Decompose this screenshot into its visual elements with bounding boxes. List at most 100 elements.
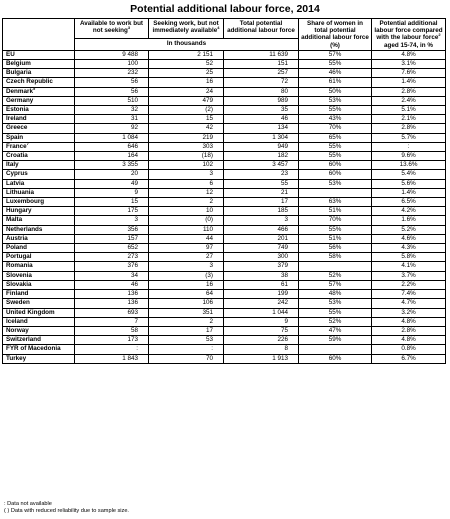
available-cell: 58 xyxy=(74,325,149,337)
total-cell: 226 xyxy=(223,335,299,346)
available-cell: 136 xyxy=(74,298,149,309)
country-cell: Sweden xyxy=(2,298,75,309)
potential-cell: 1.4% xyxy=(371,187,446,199)
share-women-cell: 60% xyxy=(298,353,372,364)
share-women-cell: 61% xyxy=(298,77,372,88)
available-cell: 136 xyxy=(74,289,149,300)
total-cell: 1 304 xyxy=(223,132,299,143)
seeking-cell: 17 xyxy=(148,325,224,337)
seeking-cell: 52 xyxy=(148,59,224,70)
header-total: Total potential additional labour force xyxy=(223,17,299,40)
available-cell: 1 084 xyxy=(74,132,149,143)
total-cell: 989 xyxy=(223,95,299,107)
share-women-cell xyxy=(298,187,372,199)
available-cell: 9 488 xyxy=(74,49,149,61)
table-row: France7 646 303 949 55%: xyxy=(2,141,446,153)
total-cell: 3 457 xyxy=(223,160,299,171)
potential-cell: 6.7% xyxy=(371,353,446,364)
available-cell: 49 xyxy=(74,178,149,189)
share-women-cell: 52% xyxy=(298,316,372,327)
table-row: Iceland 7 2 9 52% 4.8% xyxy=(2,316,446,327)
table-row: Sweden 136 106 242 53% 4.7% xyxy=(2,298,446,309)
table-row: Luxembourg 15 2 17 63% 6.5% xyxy=(2,197,446,208)
table-row: Bulgaria 232 25 257 46% 7.6% xyxy=(2,68,446,79)
seeking-cell: (0) xyxy=(148,215,224,226)
share-women-cell: 53% xyxy=(298,298,372,309)
total-cell: 151 xyxy=(223,59,299,70)
table-row: Hungary 175 10 185 51% 4.2% xyxy=(2,206,446,217)
country-cell: Turkey xyxy=(2,353,75,364)
total-cell: 46 xyxy=(223,114,299,125)
share-women-cell xyxy=(298,261,372,272)
table-row: Estonia 32 (2) 35 55% 5.1% xyxy=(2,105,446,116)
country-cell: United Kingdom xyxy=(2,307,75,318)
potential-cell: 1.4% xyxy=(371,77,446,88)
available-cell: 15 xyxy=(74,197,149,208)
seeking-cell: 44 xyxy=(148,233,224,245)
seeking-cell: 15 xyxy=(148,114,224,125)
share-women-cell: 65% xyxy=(298,132,372,143)
potential-cell: 2.8% xyxy=(371,123,446,134)
country-cell: Portugal xyxy=(2,252,75,263)
seeking-cell: 2 151 xyxy=(148,49,224,61)
available-cell: 175 xyxy=(74,206,149,217)
available-cell: 3 355 xyxy=(74,160,149,171)
available-cell: 232 xyxy=(74,68,149,79)
country-cell: Croatia xyxy=(2,151,75,162)
potential-cell: 3.7% xyxy=(371,270,446,281)
table-row: EU 9 488 2 151 11 639 57% 4.8% xyxy=(2,49,446,61)
total-cell: 21 xyxy=(223,187,299,199)
total-cell: 257 xyxy=(223,68,299,79)
seeking-cell: 479 xyxy=(148,95,224,107)
country-cell: Switzerland xyxy=(2,335,75,346)
header-country xyxy=(2,18,75,51)
share-women-cell: 58% xyxy=(298,252,372,263)
table-row: Cyprus 20 3 23 60% 5.4% xyxy=(2,169,446,180)
total-cell: 11 639 xyxy=(223,49,299,61)
seeking-cell: 97 xyxy=(148,243,224,254)
seeking-cell: 106 xyxy=(148,298,224,309)
potential-cell: 4.3% xyxy=(371,243,446,254)
country-cell: Estonia xyxy=(2,105,75,116)
table-row: Italy 3 355 102 3 457 60% 13.6% xyxy=(2,160,446,171)
seeking-cell: 12 xyxy=(148,187,224,199)
potential-cell: 4.1% xyxy=(371,261,446,272)
total-cell: 201 xyxy=(223,233,299,245)
total-cell: 3 xyxy=(223,215,299,226)
available-cell: 157 xyxy=(74,233,149,245)
table-row: Denmark5 56 24 80 50% 2.8% xyxy=(2,86,446,97)
share-women-cell: 60% xyxy=(298,160,372,171)
country-cell: Hungary xyxy=(2,206,75,217)
seeking-cell: 16 xyxy=(148,279,224,291)
table-body: EU 9 488 2 151 11 639 57% 4.8% Belgium 100 52 151… xyxy=(2,49,446,364)
total-cell: 949 xyxy=(223,141,299,153)
share-women-cell: 57% xyxy=(298,279,372,291)
total-cell: 749 xyxy=(223,243,299,254)
table-row: Ireland 31 15 46 43% 2.1% xyxy=(2,114,446,125)
country-cell: Bulgaria xyxy=(2,68,75,79)
share-women-cell: 55% xyxy=(298,105,372,116)
country-cell: Spain xyxy=(2,132,75,143)
share-women-cell: 57% xyxy=(298,49,372,61)
potential-cell: 2.8% xyxy=(371,325,446,337)
potential-cell: 5.7% xyxy=(371,132,446,143)
seeking-cell: 64 xyxy=(148,289,224,300)
share-women-cell: 55% xyxy=(298,307,372,318)
seeking-cell: (18) xyxy=(148,151,224,162)
available-cell: 510 xyxy=(74,95,149,107)
seeking-cell: (3) xyxy=(148,270,224,281)
available-cell: 100 xyxy=(74,59,149,70)
potential-cell: 9.6% xyxy=(371,151,446,162)
country-cell: Greece xyxy=(2,123,75,134)
potential-cell: 7.6% xyxy=(371,68,446,79)
seeking-cell: : xyxy=(148,344,224,355)
potential-cell: 4.8% xyxy=(371,49,446,61)
total-cell: 466 xyxy=(223,224,299,235)
header-potential: Potential additional labour force compar… xyxy=(371,18,446,51)
seeking-cell: 27 xyxy=(148,252,224,263)
header-available: Available to work but not seeking3 xyxy=(74,17,149,40)
seeking-cell: 219 xyxy=(148,132,224,143)
country-cell: Malta xyxy=(2,215,75,226)
table-row: FYR of Macedonia::8 0.8% xyxy=(2,344,446,355)
table-row: Finland 136 64 199 48% 7.4% xyxy=(2,289,446,300)
